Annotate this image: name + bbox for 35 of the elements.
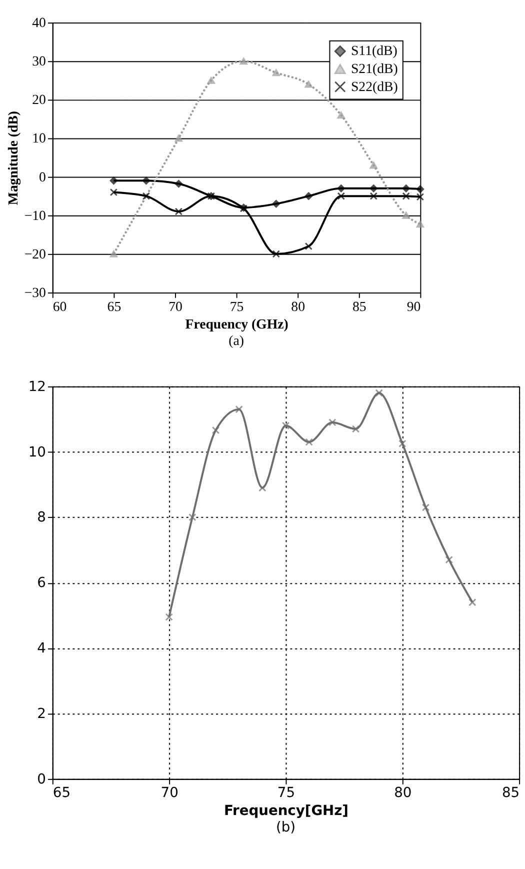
- y-axis-title: Magnitude (dB): [5, 110, 22, 206]
- legend-label: S22(dB): [350, 78, 398, 94]
- x-tick-label: 75: [230, 298, 244, 314]
- x-tick-label: 85: [502, 785, 520, 802]
- y-tick-label: 12: [28, 378, 46, 395]
- legend-label: S11(dB): [350, 43, 398, 58]
- y-tick-label: −30: [24, 284, 46, 300]
- x-axis-title: Frequency (GHz): [185, 316, 288, 332]
- y-tick-label: 10: [28, 444, 46, 460]
- x-tick-label: 60: [52, 298, 67, 314]
- y-tick-label: 6: [37, 575, 46, 592]
- y-tick-label: 0: [37, 771, 46, 788]
- y-tick-label: 20: [32, 92, 46, 108]
- x-tick-label: 65: [107, 298, 122, 314]
- y-tick-label: −10: [24, 208, 46, 223]
- x-axis-title: Frequency[GHz]: [224, 803, 349, 820]
- x-tick-label: 80: [291, 298, 306, 314]
- y-tick-label: 0: [39, 169, 46, 184]
- y-tick-label: 2: [37, 706, 46, 722]
- y-tick-label: 8: [37, 510, 46, 526]
- y-tick-label: 10: [32, 130, 46, 146]
- x-tick-label: 75: [277, 785, 296, 802]
- x-tick-label: 65: [52, 785, 71, 802]
- legend-label: S21(dB): [350, 60, 398, 76]
- x-tick-label: 70: [160, 785, 178, 802]
- y-tick-label: −20: [24, 246, 46, 262]
- text: (a): [228, 332, 244, 348]
- x-tick-label: 80: [394, 785, 412, 802]
- x-tick-label: 85: [352, 298, 366, 314]
- y-tick-label: 40: [32, 15, 46, 30]
- x-tick-label: 90: [406, 298, 421, 314]
- y-tick-label: 30: [32, 54, 46, 69]
- text: (b): [276, 819, 296, 836]
- y-tick-label: 4: [37, 640, 46, 657]
- x-tick-label: 70: [168, 298, 182, 314]
